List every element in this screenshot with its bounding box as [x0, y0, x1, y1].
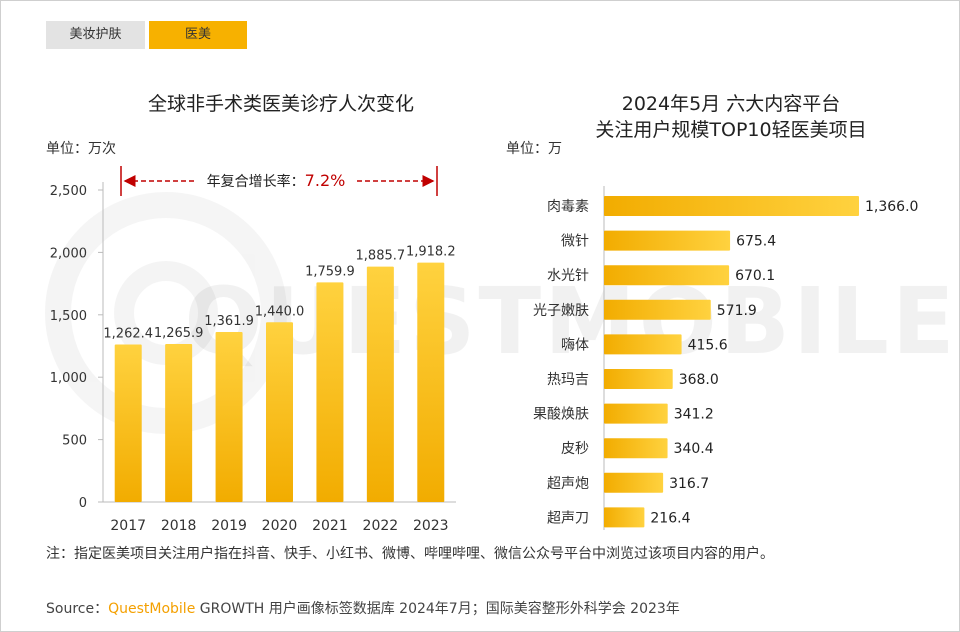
- x-tick-label: 2017: [110, 518, 146, 534]
- source-line: Source：QuestMobile GROWTH 用户画像标签数据库 2024…: [46, 598, 680, 618]
- category-label: 超声刀: [547, 510, 589, 526]
- category-label: 嗨体: [561, 337, 589, 353]
- source-prefix: Source：: [46, 601, 109, 617]
- left-chart-title: 全球非手术类医美诊疗人次变化: [147, 93, 414, 115]
- bar-value-label: 571.9: [717, 303, 757, 319]
- right-bar-chart: 肉毒素 1,366.0 微针 675.4 水光针 670.1 光子嫩肤 571.9 嗨体 415.…: [533, 186, 918, 530]
- category-label: 水光针: [547, 268, 589, 284]
- bar-value-label: 1,262.4: [103, 326, 153, 341]
- right-chart-title-line2: 关注用户规模TOP10轻医美项目: [595, 119, 867, 141]
- source-rest: GROWTH 用户画像标签数据库 2024年7月；国际美容整形外科学会 2023…: [195, 601, 680, 617]
- bar: [266, 322, 293, 502]
- source-brand: QuestMobile: [108, 601, 196, 617]
- cagr-label-bg: [196, 168, 356, 192]
- bar: [604, 472, 664, 493]
- x-tick-label: 2021: [312, 518, 348, 534]
- tab-beauty-skincare[interactable]: 美妆护肤: [46, 21, 145, 49]
- bar-value-label: 1,759.9: [305, 264, 355, 279]
- category-label: 超声炮: [547, 476, 589, 492]
- bar-value-label: 1,918.2: [406, 245, 456, 260]
- bar: [604, 334, 682, 355]
- y-tick-label: 1,000: [50, 371, 87, 386]
- bar: [604, 438, 668, 459]
- bar-value-label: 341.2: [674, 407, 714, 423]
- bar: [366, 266, 394, 502]
- bar-value-label: 1,361.9: [204, 314, 254, 329]
- bar-value-label: 1,265.9: [154, 326, 204, 341]
- bar-value-label: 1,440.0: [255, 304, 305, 319]
- y-tick-label: 2,500: [50, 184, 87, 199]
- left-axis-group: 0 500 1,000 1,500 2,000 2,500: [50, 182, 456, 511]
- bar-value-label: 1,366.0: [865, 199, 918, 215]
- bar-value-label: 675.4: [736, 234, 776, 250]
- bar: [215, 332, 243, 502]
- cagr-label-prefix: 年复合增长率：: [207, 173, 305, 190]
- tab-medical-aesthetics[interactable]: 医美: [149, 21, 247, 49]
- cagr-label: 年复合增长率：7.2%: [207, 171, 346, 190]
- cagr-value: 7.2%: [305, 171, 346, 190]
- left-bar-chart: 0 500 1,000 1,500 2,000 2,500 1,262.4 2017 1,265…: [50, 166, 456, 534]
- category-label: 皮秒: [561, 441, 589, 457]
- x-tick-label: 2022: [363, 518, 399, 534]
- bar: [604, 265, 730, 286]
- bar: [114, 344, 142, 502]
- y-tick-label: 500: [62, 434, 87, 449]
- bar: [604, 230, 731, 251]
- bar-value-label: 316.7: [669, 476, 709, 492]
- right-chart-unit: 单位：万: [506, 141, 562, 157]
- bar: [604, 196, 859, 216]
- y-tick-label: 0: [79, 496, 87, 511]
- left-chart-unit: 单位：万次: [46, 141, 116, 157]
- bar-value-label: 415.6: [688, 337, 728, 353]
- bar: [417, 262, 445, 502]
- right-chart-title-line1: 2024年5月 六大内容平台: [621, 93, 841, 115]
- bar: [604, 299, 711, 320]
- bar-value-label: 340.4: [674, 441, 714, 457]
- bar: [316, 282, 344, 502]
- bar-value-label: 368.0: [679, 372, 719, 388]
- bar-value-label: 216.4: [650, 510, 690, 526]
- bar: [604, 369, 673, 389]
- x-tick-label: 2020: [262, 518, 298, 534]
- bar: [604, 403, 668, 424]
- cagr-annotation: 年复合增长率：7.2%: [120, 166, 438, 196]
- bar: [604, 507, 645, 528]
- category-label: 肉毒素: [547, 199, 589, 215]
- category-label: 果酸焕肤: [533, 406, 589, 423]
- bar-value-label: 1,885.7: [356, 249, 406, 264]
- x-tick-label: 2023: [413, 518, 449, 534]
- x-tick-label: 2019: [211, 518, 247, 534]
- bar-value-label: 670.1: [735, 268, 775, 284]
- y-tick-label: 2,000: [50, 246, 87, 261]
- category-label: 光子嫩肤: [533, 303, 589, 319]
- y-tick-label: 1,500: [50, 309, 87, 324]
- category-label: 微针: [561, 234, 589, 250]
- footnote: 注：指定医美项目关注用户指在抖音、快手、小红书、微博、哔哩哔哩、微信公众号平台中…: [46, 546, 774, 562]
- category-label: 热玛吉: [547, 372, 589, 388]
- bar: [165, 344, 193, 502]
- x-tick-label: 2018: [161, 518, 197, 534]
